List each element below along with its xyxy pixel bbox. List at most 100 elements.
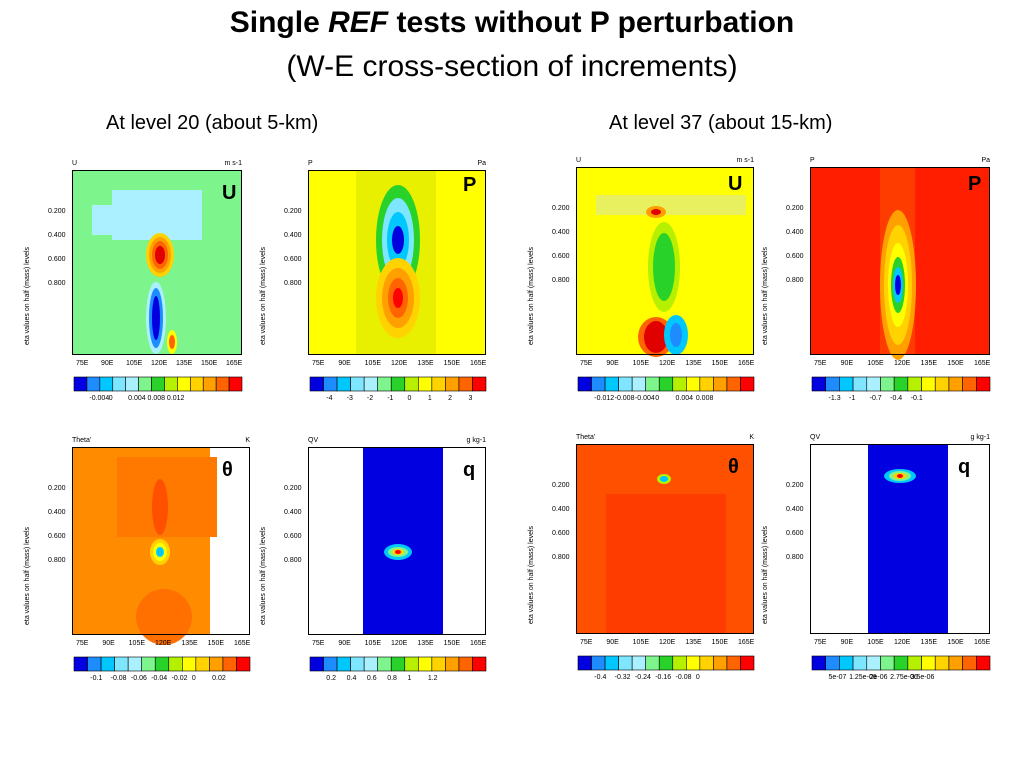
colorbar-tick-label: -0.7 <box>869 395 882 402</box>
colorbar-swatch <box>472 656 487 672</box>
x-tick-label: 105E <box>364 640 382 647</box>
y-tick-label: 0.200 <box>786 482 804 489</box>
colorbar-swatch <box>151 376 165 392</box>
colorbar <box>577 655 755 671</box>
colorbar-tick-label: 0.02 <box>212 675 226 682</box>
panel-letter-label: q <box>463 459 476 481</box>
colorbar-swatch <box>921 376 936 392</box>
q-blank-left <box>308 447 363 635</box>
colorbar-swatch <box>222 656 237 672</box>
x-tick-label: 90E <box>102 640 115 647</box>
y-tick-label: 0.400 <box>786 506 804 513</box>
colorbar-swatch <box>323 656 338 672</box>
colorbar-swatch <box>209 656 224 672</box>
colorbar-swatch <box>431 656 446 672</box>
x-tick-label: 135E <box>417 640 434 647</box>
colorbar-tick-label: -1 <box>849 395 856 402</box>
x-tick-label: 90E <box>840 639 854 646</box>
y-tick-label: 0.800 <box>786 554 804 561</box>
x-tick-label: 75E <box>312 360 325 367</box>
colorbar-tick-label: 0.008 <box>147 395 166 402</box>
y-tick-label: 0.400 <box>284 509 302 516</box>
panel-unit: Pa <box>477 160 486 167</box>
colorbar-swatch <box>99 376 114 392</box>
x-tick-label: 75E <box>814 360 827 367</box>
x-tick-label: 105E <box>364 360 382 367</box>
colorbar-swatch <box>404 656 419 672</box>
theta-core-contour-1 <box>660 476 668 482</box>
colorbar-swatch <box>100 656 115 672</box>
x-tick-label: 90E <box>606 639 619 646</box>
colorbar-swatch <box>228 376 243 392</box>
colorbar-swatch <box>577 655 592 671</box>
colorbar-swatch <box>962 655 977 671</box>
panel-5: QV g kg-1 eta values on half (mass) levels… <box>260 435 494 703</box>
slide-subtitle: (W-E cross-section of increments) <box>286 50 738 83</box>
y-axis-label: eta values on half (mass) levels <box>260 526 267 625</box>
colorbar-swatch <box>336 656 351 672</box>
x-tick-label: 165E <box>974 639 991 646</box>
colorbar-swatch <box>323 376 338 392</box>
colorbar-tick-label: -4 <box>326 395 333 402</box>
colorbar-swatch <box>618 376 633 392</box>
colorbar-swatch <box>962 376 977 392</box>
y-tick-label: 0.200 <box>552 205 570 212</box>
colorbar-tick-label: 1.2 <box>427 675 438 682</box>
q-core-contour-3 <box>897 474 903 478</box>
y-tick-label: 0.800 <box>284 557 302 564</box>
level-20-heading: At level 20 (about 5-km) <box>106 112 319 134</box>
q-blank-right <box>948 444 990 634</box>
colorbar-swatch <box>577 376 592 392</box>
colorbar-swatch <box>825 655 840 671</box>
colorbar-tick-label: -0.4 <box>890 395 903 402</box>
y-tick-label: 0.800 <box>48 280 66 287</box>
panel-unit: K <box>749 434 754 441</box>
colorbar-swatch <box>377 656 392 672</box>
panel-1: P Pa eta values on half (mass) levels 0.200… <box>260 158 494 423</box>
colorbar-swatch <box>202 376 217 392</box>
colorbar-tick-label: 1 <box>427 395 432 402</box>
colorbar-swatch <box>866 376 881 392</box>
panel-variable: QV <box>308 437 319 444</box>
panel-unit: m s-1 <box>736 157 755 164</box>
colorbar-swatch <box>114 656 129 672</box>
colorbar-swatch <box>645 376 660 392</box>
plot-frame <box>72 170 242 355</box>
y-tick-label: 0.600 <box>284 533 302 540</box>
colorbar-tick-label: -0.08 <box>675 674 692 681</box>
x-tick-label: 150E <box>711 360 729 367</box>
u-positive-lower-contour-1 <box>169 335 175 349</box>
colorbar-swatch <box>363 376 378 392</box>
panel-variable: P <box>810 157 815 164</box>
panel-letter-label: U <box>222 182 237 204</box>
y-tick-label: 0.200 <box>48 485 66 492</box>
x-tick-label: 120E <box>894 360 911 367</box>
colorbar-swatch <box>934 376 950 392</box>
colorbar-tick-label: -0.1 <box>910 395 923 402</box>
colorbar-swatch <box>377 376 392 392</box>
colorbar-swatch <box>699 376 714 392</box>
contour-plot <box>810 444 990 634</box>
colorbar-tick-label: -0.4 <box>594 674 607 681</box>
y-tick-label: 0.600 <box>552 530 570 537</box>
x-tick-label: 150E <box>711 639 729 646</box>
contour-plot <box>576 167 754 357</box>
colorbar-swatch <box>686 376 701 392</box>
theta-core-contour-2 <box>156 547 164 557</box>
colorbar-tick-label: -0.004 <box>634 395 655 402</box>
y-axis-label: eta values on half (mass) levels <box>762 246 769 345</box>
y-tick-label: 0.400 <box>284 232 302 239</box>
colorbar-swatch <box>726 376 741 392</box>
y-axis-label: eta values on half (mass) levels <box>528 525 535 624</box>
colorbar-tick-label: 0 <box>191 675 196 682</box>
colorbar-swatch <box>418 656 433 672</box>
panel-variable: U <box>576 157 582 164</box>
colorbar-swatch <box>604 655 619 671</box>
colorbar-swatch <box>811 655 826 671</box>
colorbar-swatch <box>458 376 473 392</box>
panel-7: QV g kg-1 eta values on half (mass) levels… <box>762 432 998 702</box>
colorbar-tick-label: -2 <box>366 395 374 402</box>
colorbar-tick-label: 3.5e-06 <box>910 674 935 681</box>
